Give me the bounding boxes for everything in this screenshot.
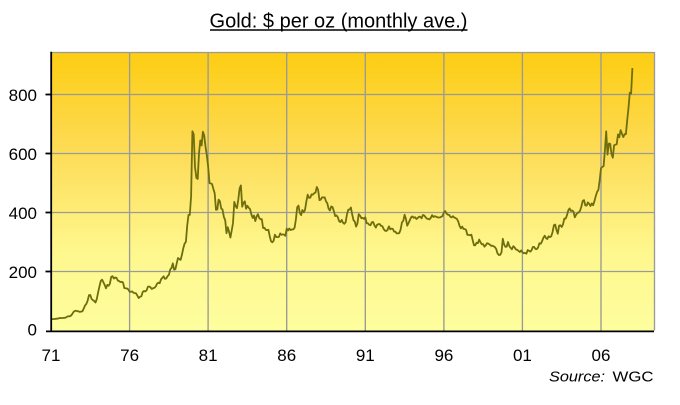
svg-text:81: 81 (199, 346, 218, 365)
svg-text:0: 0 (28, 321, 37, 340)
svg-text:01: 01 (513, 346, 532, 365)
svg-text:200: 200 (9, 263, 37, 282)
svg-text:600: 600 (9, 145, 37, 164)
svg-text:Gold: $ per oz (monthly ave.): Gold: $ per oz (monthly ave.) (210, 11, 468, 33)
svg-text:WGC: WGC (613, 369, 654, 386)
svg-text:91: 91 (356, 346, 375, 365)
svg-text:86: 86 (277, 346, 296, 365)
svg-text:71: 71 (42, 346, 61, 365)
svg-text:06: 06 (592, 346, 611, 365)
svg-text:96: 96 (434, 346, 453, 365)
svg-text:400: 400 (9, 204, 37, 223)
svg-text:800: 800 (9, 86, 37, 105)
svg-text:Source:: Source: (549, 369, 605, 386)
svg-text:76: 76 (120, 346, 139, 365)
